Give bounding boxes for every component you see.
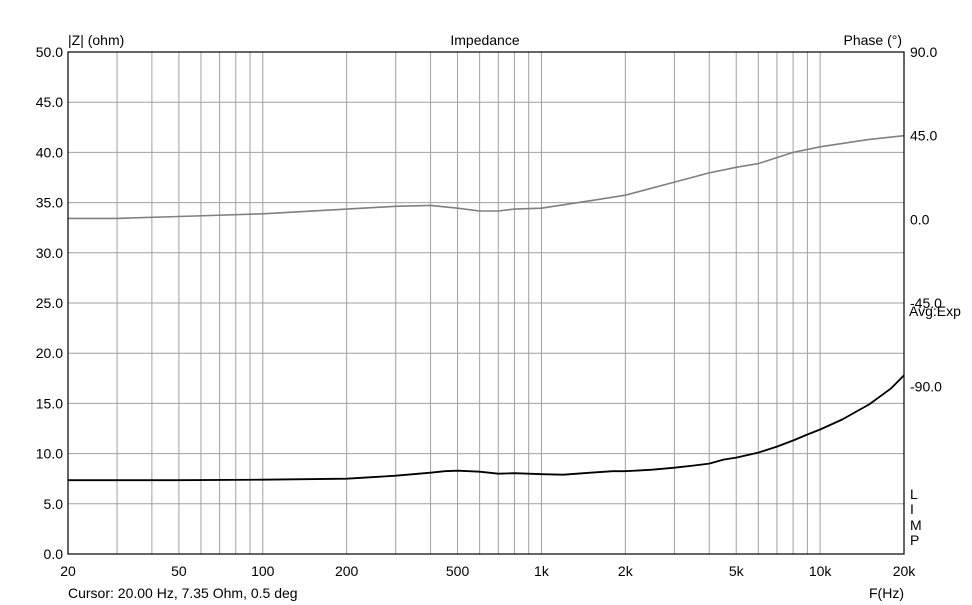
limp-letter: M xyxy=(910,517,922,533)
data-series xyxy=(68,134,905,482)
limp-letter: I xyxy=(910,501,914,517)
y-left-tick-label: 15.0 xyxy=(36,395,63,411)
impedance-curve xyxy=(68,374,905,482)
phase-curve xyxy=(68,134,905,220)
x-tick-label: 500 xyxy=(446,563,470,579)
y-left-tick-label: 45.0 xyxy=(36,94,63,110)
x-tick-label: 5k xyxy=(729,563,745,579)
x-tick-label: 20k xyxy=(893,563,917,579)
x-tick-label: 50 xyxy=(171,563,187,579)
y-right-tick-label: 45.0 xyxy=(910,128,937,144)
plot-frame xyxy=(67,51,905,555)
y-left-tick-label: 20.0 xyxy=(36,345,63,361)
limp-letter: L xyxy=(910,486,918,502)
y-left-tick-label: 40.0 xyxy=(36,144,63,160)
y-right-tick-label: -90.0 xyxy=(910,379,942,395)
x-tick-label: 2k xyxy=(618,563,634,579)
y-right-tick-label: -45.0 xyxy=(910,295,942,311)
x-tick-label: 100 xyxy=(251,563,275,579)
averaging-annotation: Avg:Exp xyxy=(909,303,961,319)
grid-lines xyxy=(68,52,904,554)
y-left-tick-label: 35.0 xyxy=(36,195,63,211)
x-tick-label: 200 xyxy=(335,563,359,579)
y-left-tick-label: 25.0 xyxy=(36,295,63,311)
y-left-tick-label: 5.0 xyxy=(44,496,64,512)
x-tick-label: 1k xyxy=(534,563,550,579)
y-left-axis-label: |Z| (ohm) xyxy=(68,32,124,48)
y-left-tick-label: 10.0 xyxy=(36,446,63,462)
cursor-readout: Cursor: 20.00 Hz, 7.35 Ohm, 0.5 deg xyxy=(68,585,298,601)
y-right-tick-label: 0.0 xyxy=(910,211,930,227)
y-right-tick-label: 90.0 xyxy=(910,44,937,60)
limp-label: L I M P xyxy=(910,486,922,548)
tick-labels: 20 50 100 200 500 1k 2k 5k 10k 20k 0.0 5.0 10.0 15.0 2… xyxy=(36,44,942,579)
y-right-axis-label: Phase (°) xyxy=(843,32,902,48)
x-tick-label: 10k xyxy=(809,563,833,579)
limp-letter: P xyxy=(910,532,919,548)
y-left-tick-label: 30.0 xyxy=(36,245,63,261)
x-axis-label: F(Hz) xyxy=(869,585,904,601)
y-left-tick-label: 50.0 xyxy=(36,44,63,60)
y-left-tick-label: 0.0 xyxy=(44,546,64,562)
chart-title: Impedance xyxy=(450,32,519,48)
x-tick-label: 20 xyxy=(60,563,76,579)
